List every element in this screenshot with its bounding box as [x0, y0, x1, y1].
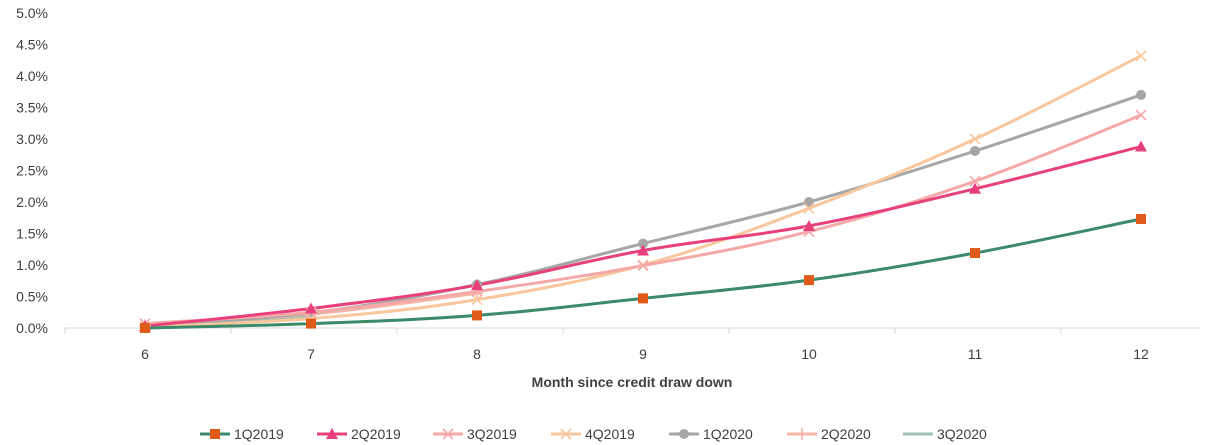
- data-point-4Q2019: [1135, 50, 1147, 62]
- legend-item: 2Q2020: [787, 426, 871, 442]
- data-point-1Q2019: [1136, 214, 1146, 225]
- data-point-1Q2019: [140, 323, 150, 333]
- data-point-1Q2020: [1136, 89, 1146, 100]
- x-axis-tick-labels: 6 7 8 9 10 11 12: [141, 346, 1149, 362]
- data-point-2Q2019: [803, 219, 815, 231]
- chart-legend: 1Q2019 2Q2019 3Q2019 4Q2019 1Q2020 2Q2020 3Q20…: [200, 426, 987, 442]
- x-tick-label: 8: [473, 346, 481, 362]
- legend-label: 2Q2020: [821, 426, 871, 442]
- legend-label: 1Q2019: [234, 426, 284, 442]
- series-lines: [143, 54, 1143, 330]
- legend-item: 3Q2020: [903, 426, 987, 442]
- data-point-1Q2019: [638, 293, 648, 304]
- legend-item: 1Q2020: [669, 426, 753, 442]
- data-point-3Q2019: [637, 260, 649, 272]
- data-point-1Q2019: [472, 310, 482, 321]
- y-tick-label: 4.5%: [16, 37, 48, 53]
- x-tick-label: 7: [307, 346, 315, 362]
- x-axis-title: Month since credit draw down: [532, 374, 733, 390]
- x-tick-label: 6: [141, 346, 149, 362]
- x-tick-label: 12: [1133, 346, 1149, 362]
- legend-swatch-marker: [210, 429, 220, 439]
- data-point-2Q2019: [969, 182, 981, 194]
- series-line-4Q2019: [143, 54, 1143, 329]
- legend-label: 2Q2019: [351, 426, 401, 442]
- legend-label: 3Q2020: [937, 426, 987, 442]
- x-tick-label: 10: [801, 346, 817, 362]
- legend-item: 3Q2019: [433, 426, 517, 442]
- legend-swatch-marker: [796, 428, 808, 440]
- data-point-1Q2019: [970, 248, 980, 259]
- legend-swatch-marker: [679, 429, 689, 439]
- y-tick-label: 1.5%: [16, 226, 48, 242]
- series-markers: [139, 50, 1147, 333]
- legend-item: 1Q2019: [200, 426, 284, 442]
- legend-swatch-marker: [326, 428, 338, 439]
- data-point-1Q2019: [306, 318, 316, 329]
- y-tick-label: 2.0%: [16, 194, 48, 210]
- data-point-4Q2019: [969, 133, 981, 145]
- data-point-2Q2019: [637, 244, 649, 256]
- legend-label: 1Q2020: [703, 426, 753, 442]
- legend-label: 4Q2019: [585, 426, 635, 442]
- data-point-2Q2019: [305, 302, 317, 314]
- x-tick-label: 11: [968, 346, 983, 362]
- x-tick-label: 9: [639, 346, 647, 362]
- data-point-2Q2019: [471, 279, 483, 291]
- y-tick-label: 3.5%: [16, 100, 48, 116]
- data-point-4Q2019: [471, 294, 483, 306]
- y-axis-tick-labels: 0.0% 0.5% 1.0% 1.5% 2.0% 2.5% 3.0% 3.5% 4.0% 4.5%…: [16, 5, 48, 336]
- legend-swatch-marker: [560, 428, 572, 440]
- data-point-3Q2019: [1135, 109, 1147, 121]
- data-point-1Q2020: [638, 238, 648, 249]
- data-point-3Q2019: [969, 175, 981, 187]
- data-point-1Q2020: [804, 197, 814, 207]
- data-point-2Q2019: [1135, 140, 1147, 152]
- legend-swatch-marker: [442, 428, 454, 440]
- y-tick-label: 2.5%: [16, 163, 48, 179]
- legend-item: 4Q2019: [551, 426, 635, 442]
- y-tick-label: 0.5%: [16, 289, 48, 305]
- data-point-1Q2019: [804, 275, 814, 286]
- data-point-4Q2019: [803, 202, 815, 214]
- legend-item: 2Q2019: [317, 426, 401, 442]
- y-tick-label: 3.0%: [16, 131, 48, 147]
- x-axis-ticks: [64, 328, 1062, 334]
- y-tick-label: 5.0%: [16, 5, 48, 21]
- legend-label: 3Q2019: [467, 426, 517, 442]
- y-tick-label: 1.0%: [16, 257, 48, 273]
- y-tick-label: 4.0%: [16, 68, 48, 84]
- y-tick-label: 0.0%: [16, 320, 48, 336]
- data-point-1Q2020: [970, 145, 980, 156]
